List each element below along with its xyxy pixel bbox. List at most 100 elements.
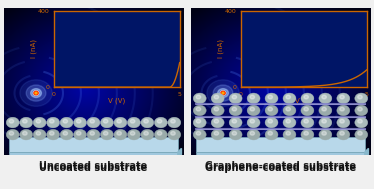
Circle shape	[304, 119, 309, 123]
Circle shape	[265, 105, 278, 116]
FancyBboxPatch shape	[196, 152, 365, 158]
Circle shape	[90, 119, 95, 123]
Circle shape	[193, 93, 206, 104]
Circle shape	[232, 119, 237, 123]
Circle shape	[355, 117, 368, 128]
Circle shape	[247, 129, 260, 140]
Circle shape	[144, 119, 148, 123]
Circle shape	[213, 85, 233, 101]
Circle shape	[319, 129, 332, 140]
Circle shape	[6, 117, 19, 128]
Circle shape	[355, 93, 368, 104]
Circle shape	[171, 132, 175, 135]
Circle shape	[247, 117, 260, 128]
Circle shape	[358, 132, 362, 135]
Circle shape	[304, 95, 309, 99]
Circle shape	[128, 129, 140, 140]
Circle shape	[20, 129, 33, 140]
Circle shape	[232, 107, 237, 111]
Circle shape	[337, 129, 350, 140]
Circle shape	[128, 117, 140, 128]
Circle shape	[33, 129, 46, 140]
Circle shape	[286, 107, 291, 111]
Circle shape	[214, 107, 219, 111]
Circle shape	[355, 105, 368, 116]
Circle shape	[49, 132, 54, 135]
Circle shape	[34, 91, 38, 95]
Circle shape	[154, 129, 167, 140]
Circle shape	[196, 119, 201, 123]
FancyBboxPatch shape	[196, 137, 365, 152]
Circle shape	[101, 129, 113, 140]
Circle shape	[20, 117, 33, 128]
Circle shape	[322, 132, 327, 135]
Circle shape	[222, 92, 224, 94]
Polygon shape	[178, 148, 181, 158]
Circle shape	[35, 92, 37, 94]
Circle shape	[322, 95, 327, 99]
Circle shape	[31, 89, 42, 98]
Circle shape	[193, 105, 206, 116]
Circle shape	[196, 95, 201, 99]
Circle shape	[60, 129, 73, 140]
Polygon shape	[365, 148, 368, 158]
Circle shape	[117, 132, 122, 135]
Circle shape	[22, 132, 27, 135]
Circle shape	[47, 117, 59, 128]
Circle shape	[76, 119, 81, 123]
Circle shape	[22, 119, 27, 123]
Circle shape	[286, 132, 291, 135]
Circle shape	[35, 92, 37, 94]
Circle shape	[301, 117, 314, 128]
Circle shape	[211, 105, 224, 116]
Circle shape	[87, 117, 100, 128]
Circle shape	[286, 95, 291, 99]
Circle shape	[168, 129, 181, 140]
Circle shape	[304, 132, 309, 135]
Circle shape	[76, 132, 81, 135]
Circle shape	[9, 119, 14, 123]
Circle shape	[301, 93, 314, 104]
Circle shape	[114, 129, 127, 140]
Circle shape	[36, 119, 41, 123]
Circle shape	[250, 132, 255, 135]
Circle shape	[171, 119, 175, 123]
Circle shape	[221, 91, 225, 95]
Circle shape	[319, 93, 332, 104]
Circle shape	[36, 132, 41, 135]
Circle shape	[337, 105, 350, 116]
Circle shape	[214, 95, 219, 99]
Circle shape	[250, 107, 255, 111]
Circle shape	[340, 119, 344, 123]
Circle shape	[340, 95, 344, 99]
Circle shape	[74, 129, 86, 140]
Circle shape	[218, 89, 229, 98]
Circle shape	[211, 93, 224, 104]
Circle shape	[101, 117, 113, 128]
Circle shape	[87, 129, 100, 140]
Text: Uncoated substrate: Uncoated substrate	[39, 163, 148, 173]
Circle shape	[141, 117, 154, 128]
Circle shape	[358, 95, 362, 99]
Circle shape	[358, 107, 362, 111]
Circle shape	[47, 129, 59, 140]
Circle shape	[60, 117, 73, 128]
Circle shape	[33, 91, 39, 95]
Text: Graphene-coated substrate: Graphene-coated substrate	[205, 163, 356, 173]
Circle shape	[286, 119, 291, 123]
Circle shape	[114, 117, 127, 128]
Circle shape	[250, 119, 255, 123]
Circle shape	[283, 105, 296, 116]
Circle shape	[141, 129, 154, 140]
Circle shape	[229, 117, 242, 128]
Circle shape	[283, 93, 296, 104]
Circle shape	[268, 95, 273, 99]
Circle shape	[268, 132, 273, 135]
Circle shape	[207, 80, 239, 106]
Circle shape	[214, 132, 219, 135]
Circle shape	[265, 93, 278, 104]
Text: Uncoated substrate: Uncoated substrate	[39, 161, 148, 171]
FancyBboxPatch shape	[9, 137, 178, 152]
Circle shape	[319, 105, 332, 116]
Circle shape	[90, 132, 95, 135]
